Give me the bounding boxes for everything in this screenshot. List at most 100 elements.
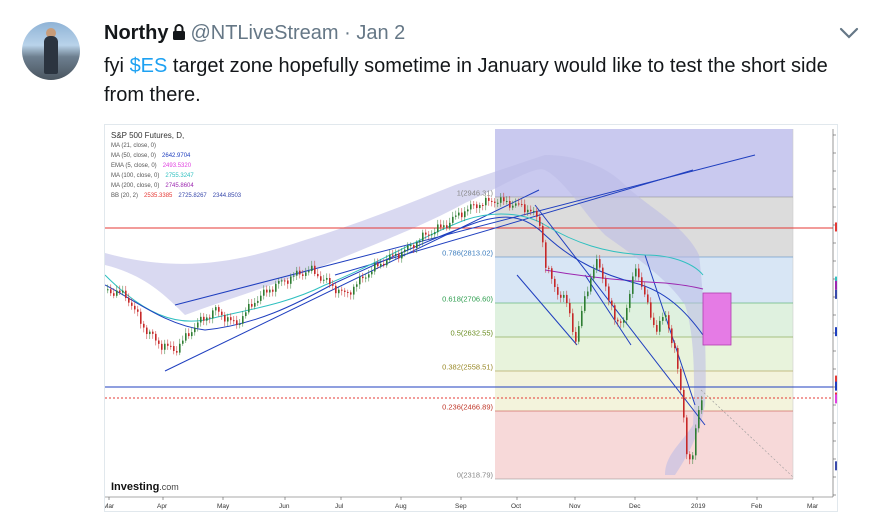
- candle-body: [641, 277, 643, 287]
- candle-body: [278, 281, 280, 284]
- candle-body: [482, 204, 484, 206]
- legend-label: MA (200, close, 0): [111, 183, 160, 189]
- candle-body: [338, 289, 340, 294]
- chevron-down-icon[interactable]: [838, 26, 860, 40]
- candle-body: [590, 278, 592, 292]
- candle-body: [374, 263, 376, 272]
- chart-image[interactable]: 1(2946.31) 0.786(2813.02) 0.618(2706.60) 0.…: [103, 124, 865, 512]
- price-chart: 1(2946.31) 0.786(2813.02) 0.618(2706.60) 0.…: [103, 129, 865, 510]
- candle-body: [662, 317, 664, 321]
- candle-body: [293, 275, 295, 277]
- x-tick-label: Mar: [807, 503, 819, 510]
- candle-body: [677, 348, 679, 369]
- candle-body: [515, 203, 517, 206]
- candle-body: [410, 245, 412, 247]
- legend-row: MA (100, close, 0) 2755.3247: [111, 171, 241, 181]
- candle-body: [392, 254, 394, 256]
- candle-body: [272, 289, 274, 292]
- candle-body: [674, 343, 676, 349]
- candle-body: [524, 204, 526, 213]
- candle-body: [431, 234, 433, 236]
- flag-line-1: [516, 274, 578, 346]
- candle-body: [110, 289, 112, 294]
- zone-light-green: [495, 303, 793, 337]
- x-tick-label: Apr: [157, 503, 168, 510]
- candle-body: [647, 294, 649, 303]
- candle-body: [500, 197, 502, 203]
- legend-row: MA (50, close, 0) 2642.9704: [111, 151, 241, 161]
- candle-body: [185, 333, 187, 341]
- candle-body: [653, 317, 655, 325]
- x-tick-label: May: [217, 503, 230, 510]
- candle-body: [182, 340, 184, 344]
- candle-body: [365, 277, 367, 279]
- candle-body: [671, 328, 673, 344]
- candle-body: [194, 327, 196, 333]
- candle-body: [161, 343, 163, 350]
- candle-body: [479, 204, 481, 209]
- candle-body: [698, 410, 700, 429]
- candle-body: [137, 309, 139, 312]
- candle-body: [212, 310, 214, 319]
- x-tick-label: 2019: [691, 503, 706, 510]
- candle-body: [347, 291, 349, 293]
- candle-body: [314, 265, 316, 274]
- candle-body: [380, 263, 382, 267]
- tweet-date[interactable]: Jan 2: [356, 22, 406, 44]
- candle-body: [503, 197, 505, 202]
- candle-body: [269, 289, 271, 293]
- bollinger-band-area: [105, 155, 706, 475]
- candle-body: [701, 400, 703, 411]
- handle[interactable]: @NTLiveStream: [190, 22, 339, 44]
- fib-level-label: 0.5(2632.55): [450, 329, 493, 338]
- candle-body: [692, 455, 694, 460]
- x-axis-ticks: Mar Apr May Jun Jul Aug Sep Oct Nov Dec 2019 Feb Mar: [103, 497, 819, 510]
- candle-body: [398, 253, 400, 259]
- candle-body: [680, 368, 682, 390]
- candle-body: [650, 302, 652, 318]
- candle-body: [665, 315, 667, 318]
- display-name[interactable]: Northy: [104, 22, 169, 44]
- candle-body: [626, 307, 628, 321]
- legend-row: MA (200, close, 0) 2745.8604: [111, 181, 241, 191]
- candle-body: [428, 234, 430, 236]
- channel-extension-line: [334, 169, 694, 276]
- candle-body: [362, 276, 364, 279]
- zone-light-blue: [495, 257, 793, 303]
- tweet-text: fyi $ES target zone hopefully sometime i…: [104, 52, 864, 110]
- candle-body: [401, 251, 403, 259]
- candle-body: [326, 278, 328, 280]
- candle-body: [581, 310, 583, 327]
- candle-body: [551, 268, 553, 279]
- fib-level-label: 0.382(2558.51): [442, 363, 493, 372]
- cashtag-link[interactable]: $ES: [129, 55, 168, 77]
- candle-body: [635, 268, 637, 277]
- fib-level-label: 0.786(2813.02): [442, 249, 493, 258]
- symbol-title: S&P 500 Futures, D,: [111, 131, 185, 140]
- candle-body: [158, 340, 160, 344]
- candle-body: [173, 346, 175, 352]
- candle-body: [638, 268, 640, 278]
- legend-label: MA (50, close, 0): [111, 153, 157, 159]
- candle-body: [560, 294, 562, 298]
- fib-lines: [495, 196, 793, 480]
- legend-value: 2535.3385: [144, 193, 173, 199]
- downtrend-line: [534, 204, 706, 426]
- avatar-head: [46, 28, 56, 38]
- candle-body: [572, 313, 574, 332]
- candle-body: [215, 307, 217, 311]
- candle-body: [506, 200, 508, 202]
- avatar[interactable]: [22, 22, 80, 80]
- candle-body: [593, 269, 595, 279]
- candle-body: [470, 204, 472, 210]
- candle-body: [434, 232, 436, 235]
- candle-body: [149, 331, 151, 335]
- candle-body: [449, 222, 451, 229]
- price-badges: 2875.652755.322745.862725.832642.972535.…: [835, 222, 865, 471]
- candle-body: [395, 253, 397, 256]
- candle-body: [473, 204, 475, 206]
- candle-body: [350, 292, 352, 295]
- candle-body: [359, 276, 361, 285]
- legend-row: BB (20, 2) 2535.3385 2725.8267 2344.8503: [111, 191, 241, 201]
- candle-body: [299, 270, 301, 275]
